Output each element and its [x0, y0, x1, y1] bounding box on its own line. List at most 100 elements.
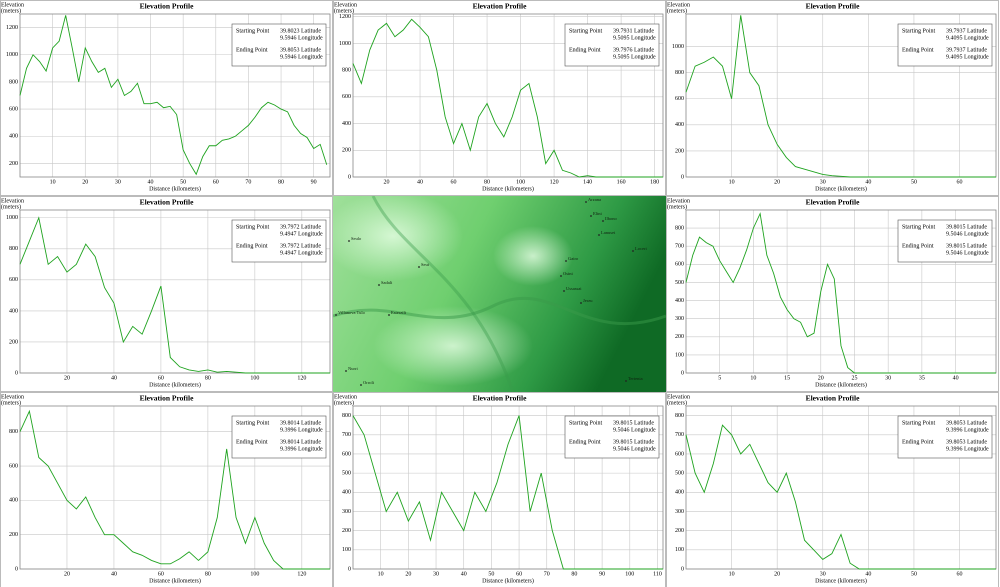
y-axis-label: (meters): [667, 7, 687, 14]
y-tick-label: 200: [9, 339, 18, 345]
y-axis-label: (meters): [1, 7, 21, 14]
elevation-profile: 0 200 400 600 800 20 40 60 80 100 120 Elevation Pro…: [0, 392, 333, 587]
elevation-line: [19, 409, 330, 570]
legend-text: Ending Point: [236, 243, 268, 249]
legend-text: 39.8053 Latitude: [946, 420, 987, 426]
plot-frame: [685, 405, 997, 570]
legend-text: 9.4947 Longitude: [280, 231, 323, 237]
x-axis-label: Distance (kilometers): [149, 381, 201, 388]
x-tick-label: 100: [250, 375, 259, 381]
chart-title: Elevation Profile: [473, 394, 527, 403]
y-tick-label: 1000: [339, 41, 351, 47]
y-tick-label: 1000: [672, 44, 684, 50]
y-tick-label: 0: [348, 566, 351, 572]
x-axis-label: Distance (kilometers): [815, 381, 867, 388]
y-tick-label: 0: [15, 566, 18, 572]
map-town-marker: [625, 380, 627, 382]
legend-text: 39.7972 Latitude: [280, 243, 321, 249]
x-tick-label: 20: [384, 179, 390, 185]
x-tick-label: 80: [205, 375, 211, 381]
y-tick-label: 0: [681, 370, 684, 376]
map-town-marker: [348, 240, 350, 242]
y-tick-label: 600: [675, 96, 684, 102]
plot-frame: [352, 13, 664, 178]
x-tick-label: 60: [158, 375, 164, 381]
x-tick-label: 70: [245, 179, 251, 185]
y-tick-label: 800: [675, 225, 684, 231]
y-axis-label: Elevation: [1, 198, 24, 204]
map-town-label: Ilbono: [605, 216, 617, 221]
y-tick-label: 600: [342, 94, 351, 100]
map-valley: [332, 296, 667, 326]
elevation-profile: 0 100 200 300 400 500 600 700 800 10 20 30 40 50 60 70 8…: [333, 392, 666, 587]
map-town-label: Osini: [563, 271, 574, 276]
y-tick-label: 500: [675, 470, 684, 476]
x-tick-label: 40: [865, 571, 871, 577]
map-town-marker: [560, 275, 562, 277]
legend-text: Starting Point: [236, 28, 270, 34]
x-tick-label: 20: [64, 375, 70, 381]
legend-text: 39.8053 Latitude: [946, 439, 987, 445]
x-tick-label: 10: [50, 179, 56, 185]
y-tick-label: 600: [9, 463, 18, 469]
y-tick-label: 100: [675, 352, 684, 358]
x-tick-label: 10: [729, 571, 735, 577]
y-tick-label: 400: [9, 308, 18, 314]
y-tick-label: 200: [9, 161, 18, 167]
x-tick-label: 50: [911, 571, 917, 577]
y-axis-label: Elevation: [667, 2, 690, 8]
y-axis-label: Elevation: [667, 198, 690, 204]
map-town-label: Lanusei: [601, 230, 616, 235]
map-town-label: Sadali: [381, 280, 393, 285]
map-town-label: Tertenia: [628, 376, 643, 381]
map-town-marker: [388, 314, 390, 316]
y-tick-label: 300: [675, 509, 684, 515]
y-tick-label: 800: [9, 79, 18, 85]
legend-box: [231, 415, 327, 459]
legend-text: 9.5046 Longitude: [613, 446, 656, 452]
y-tick-label: 200: [675, 148, 684, 154]
y-tick-label: 1200: [6, 25, 18, 31]
map-highland: [373, 306, 533, 386]
x-tick-label: 20: [774, 571, 780, 577]
y-axis-label: Elevation: [1, 394, 24, 400]
legend-text: Ending Point: [236, 439, 268, 445]
y-axis-label: (meters): [667, 203, 687, 210]
legend-text: 39.8014 Latitude: [280, 439, 321, 445]
legend-text: Starting Point: [569, 420, 603, 426]
chart-title: Elevation Profile: [806, 2, 860, 11]
y-tick-label: 200: [675, 334, 684, 340]
y-tick-label: 400: [675, 298, 684, 304]
y-tick-label: 400: [9, 498, 18, 504]
y-tick-label: 1000: [6, 215, 18, 221]
y-tick-label: 1200: [339, 14, 351, 20]
x-tick-label: 60: [213, 179, 219, 185]
y-axis-label: Elevation: [667, 394, 690, 400]
y-tick-label: 600: [675, 451, 684, 457]
y-tick-label: 700: [342, 432, 351, 438]
map-town-label: Loceri: [635, 246, 647, 251]
legend-text: Starting Point: [902, 420, 936, 426]
chart-title: Elevation Profile: [140, 394, 194, 403]
y-axis-label: (meters): [667, 399, 687, 406]
legend-text: 9.5946 Longitude: [280, 54, 323, 60]
legend-text: 39.7937 Latitude: [946, 28, 987, 34]
x-tick-label: 60: [451, 179, 457, 185]
legend-text: 9.4095 Longitude: [946, 54, 989, 60]
legend-box: [897, 415, 993, 459]
x-tick-label: 100: [625, 571, 634, 577]
legend-text: Ending Point: [236, 47, 268, 53]
legend-text: 9.3996 Longitude: [280, 446, 323, 452]
x-tick-label: 10: [729, 179, 735, 185]
y-tick-label: 200: [342, 528, 351, 534]
x-tick-label: 10: [750, 375, 756, 381]
x-tick-label: 40: [417, 179, 423, 185]
x-tick-label: 110: [653, 571, 662, 577]
y-tick-label: 500: [675, 280, 684, 286]
elevation-line: [352, 18, 663, 178]
y-tick-label: 0: [681, 174, 684, 180]
legend-text: Ending Point: [902, 47, 934, 53]
map-town-marker: [563, 290, 565, 292]
map-town-marker: [632, 250, 634, 252]
